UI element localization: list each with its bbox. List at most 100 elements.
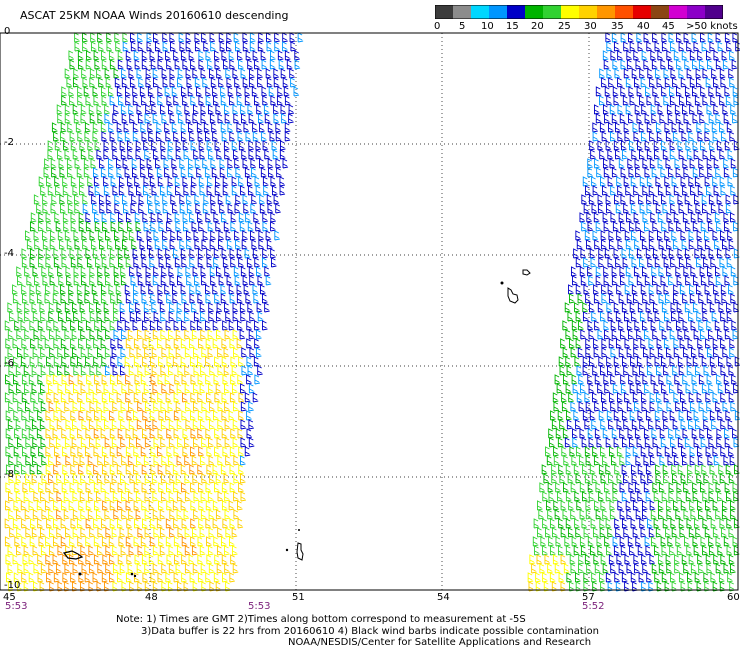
wind-barb <box>110 221 117 232</box>
wind-barb <box>241 239 248 250</box>
wind-barb <box>25 455 31 466</box>
wind-barb <box>567 311 574 322</box>
wind-barb <box>675 536 681 547</box>
wind-barb <box>595 86 602 97</box>
wind-barb <box>180 50 187 61</box>
wind-barb <box>173 95 179 106</box>
wind-barb <box>198 176 205 187</box>
wind-barb <box>199 302 206 313</box>
wind-barb <box>179 158 185 169</box>
wind-barb <box>110 212 116 223</box>
wind-barb <box>644 437 651 448</box>
cb-label: 20 <box>531 21 544 32</box>
wind-barb <box>133 464 139 475</box>
wind-barb <box>219 41 226 52</box>
wind-barb <box>177 68 184 79</box>
wind-barb <box>689 77 696 88</box>
wind-barb <box>61 86 67 97</box>
wind-barb <box>692 491 699 502</box>
wind-barb <box>77 356 83 367</box>
wind-barb <box>619 455 625 466</box>
wind-barb <box>684 86 691 97</box>
wind-barb <box>605 437 612 448</box>
wind-barb <box>68 500 75 511</box>
colorbar-cell <box>489 5 508 19</box>
wind-barb <box>190 392 196 403</box>
wind-barb <box>573 248 579 259</box>
wind-barb <box>713 158 720 169</box>
wind-barb <box>206 248 212 259</box>
wind-barb <box>60 536 67 547</box>
wind-barb <box>144 311 150 322</box>
wind-barb <box>157 392 163 403</box>
wind-barb <box>136 347 143 358</box>
wind-barb <box>29 536 36 547</box>
wind-barb <box>620 374 626 385</box>
wind-barb <box>149 257 155 268</box>
wind-barb <box>663 338 670 349</box>
wind-barb <box>157 374 164 385</box>
wind-barb <box>646 149 653 160</box>
wind-barb <box>245 131 252 142</box>
wind-barb <box>97 527 103 538</box>
wind-barb <box>620 221 626 232</box>
wind-barb <box>703 257 709 268</box>
wind-barb <box>166 185 173 196</box>
wind-barb <box>600 230 607 241</box>
wind-barb <box>193 104 199 115</box>
wind-barb <box>229 392 236 403</box>
wind-barb <box>180 284 187 295</box>
wind-barb <box>552 392 559 403</box>
wind-barb <box>602 212 609 223</box>
wind-barb <box>80 365 87 376</box>
wind-barb <box>13 410 19 421</box>
wind-barb <box>46 176 52 187</box>
wind-barb <box>719 68 726 79</box>
wind-barb <box>193 149 199 160</box>
wind-barb <box>676 491 682 502</box>
wind-barb <box>655 473 662 484</box>
wind-barb <box>127 329 134 340</box>
wind-barb <box>617 77 623 88</box>
wind-barb <box>631 284 638 295</box>
wind-barb <box>277 86 283 97</box>
wind-barb <box>288 113 294 124</box>
cb-label: 40 <box>637 21 650 32</box>
wind-barb <box>236 293 243 304</box>
wind-barb <box>616 554 622 565</box>
wind-barb <box>252 122 258 133</box>
wind-barb <box>77 257 83 268</box>
wind-barb <box>224 563 230 574</box>
wind-barb <box>223 59 229 70</box>
wind-barb <box>671 527 678 538</box>
wind-barb <box>61 482 68 493</box>
wind-barb <box>48 473 54 484</box>
wind-barb <box>258 239 264 250</box>
wind-barb <box>124 131 131 142</box>
wind-barb <box>230 428 236 439</box>
wind-barb <box>42 194 48 205</box>
wind-barb <box>597 545 603 556</box>
wind-barb <box>148 131 154 142</box>
wind-barb <box>628 374 634 385</box>
wind-barb <box>580 383 586 394</box>
wind-barb <box>5 338 11 349</box>
wind-barb <box>681 131 687 142</box>
wind-barb <box>80 149 87 160</box>
wind-barb <box>131 194 137 205</box>
wind-barb <box>233 113 239 124</box>
wind-barb <box>724 275 731 286</box>
wind-barb <box>219 158 226 169</box>
wind-barb <box>251 167 257 178</box>
wind-barb <box>135 509 142 520</box>
wind-barb <box>48 311 54 322</box>
wind-barb <box>652 221 658 232</box>
wind-barb <box>45 410 52 421</box>
wind-barb <box>692 167 699 178</box>
wind-barb <box>568 338 575 349</box>
wind-barb <box>247 221 254 232</box>
wind-barb <box>706 50 712 61</box>
wind-barb <box>144 113 151 124</box>
wind-barb <box>599 572 605 583</box>
wind-barb <box>232 329 239 340</box>
